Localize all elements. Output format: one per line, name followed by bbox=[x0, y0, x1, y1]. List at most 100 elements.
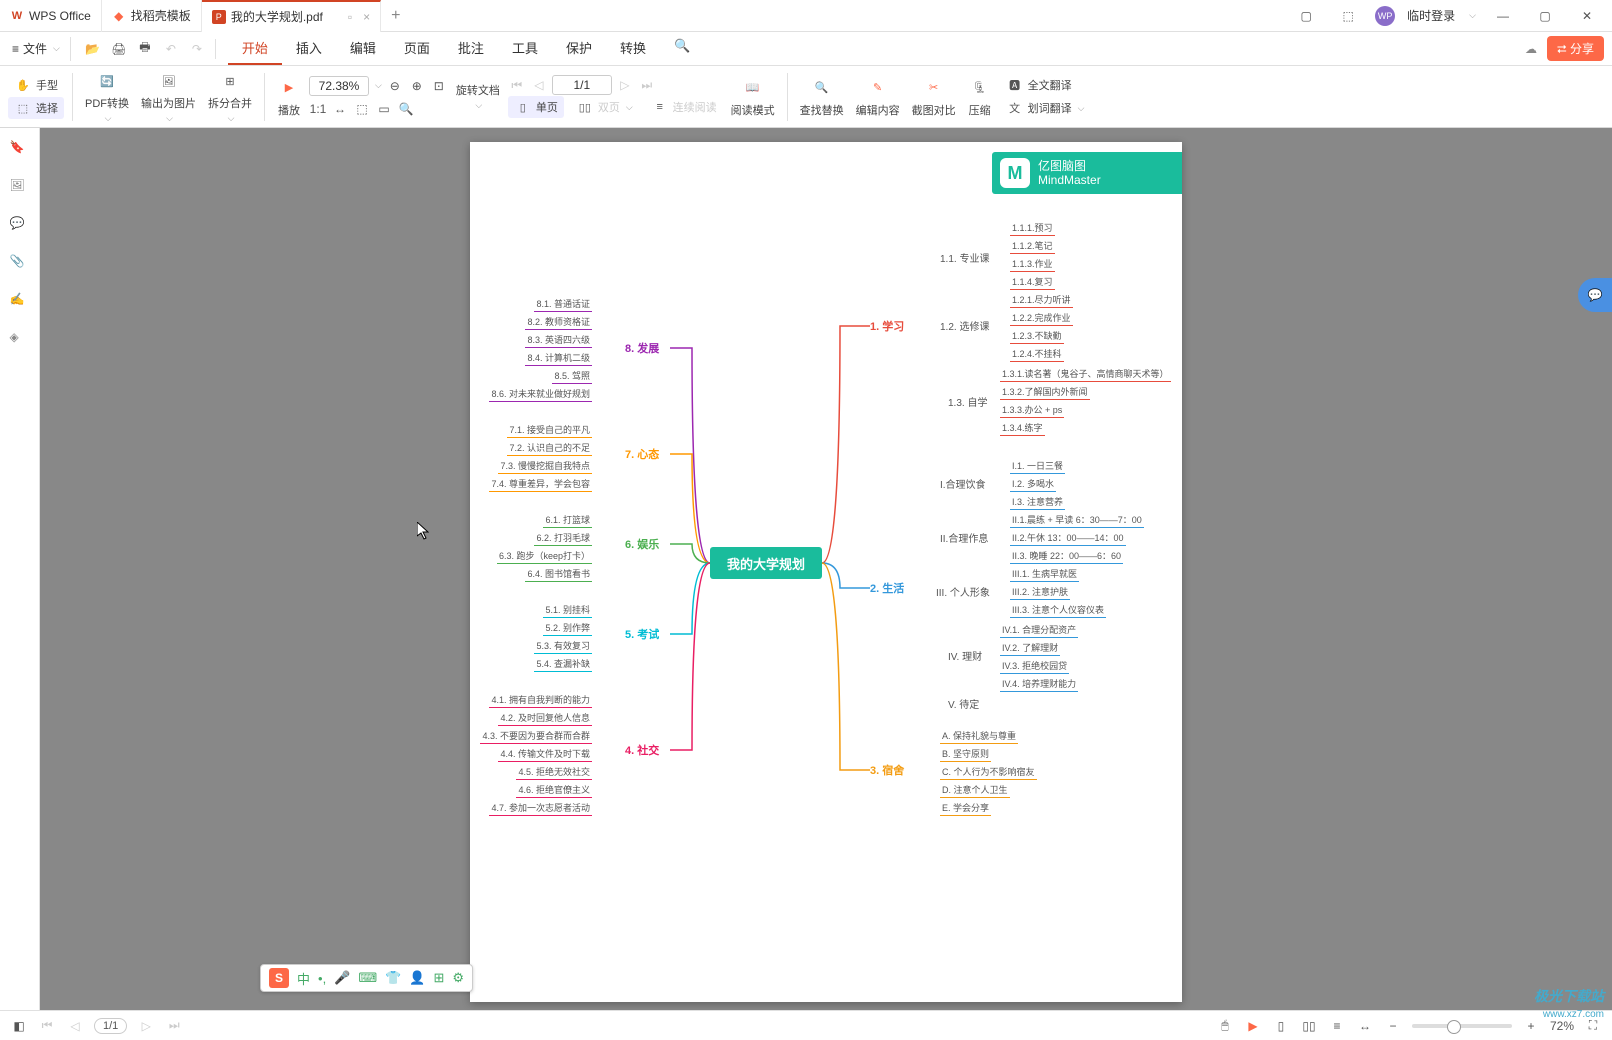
select-tool[interactable]: ⬚选择 bbox=[8, 97, 64, 119]
marquee-icon[interactable]: ▭ bbox=[375, 100, 393, 118]
export-img-button[interactable]: 🖼输出为图片⌵ bbox=[137, 67, 200, 126]
layers-icon[interactable]: ◈ bbox=[10, 330, 30, 350]
ime-toolbar[interactable]: S 中 •, 🎤 ⌨ 👕 👤 ⊞ ⚙ bbox=[260, 964, 473, 992]
menu-tab-annotate[interactable]: 批注 bbox=[444, 32, 498, 65]
single-page-button[interactable]: ▯单页 bbox=[508, 96, 564, 118]
comment-icon[interactable]: 💬 bbox=[10, 216, 30, 236]
cont-label: 连续阅读 bbox=[673, 99, 717, 115]
redo-icon[interactable]: ↷ bbox=[187, 39, 207, 59]
menu-tab-protect[interactable]: 保护 bbox=[552, 32, 606, 65]
word-translate-button[interactable]: 文划词翻译⌵ bbox=[1000, 97, 1091, 119]
compress-button[interactable]: 🗜压缩 bbox=[964, 74, 996, 120]
menu-tab-convert[interactable]: 转换 bbox=[606, 32, 660, 65]
loupe-icon[interactable]: 🔍 bbox=[397, 100, 415, 118]
undo-icon[interactable]: ↶ bbox=[161, 39, 181, 59]
first-page-icon[interactable]: ⏮ bbox=[508, 76, 526, 94]
branch-life: 2. 生活 bbox=[870, 580, 904, 596]
cursor-mode-icon[interactable]: 🖱 bbox=[1216, 1017, 1234, 1035]
zoom-slider[interactable] bbox=[1412, 1024, 1512, 1028]
leaf: 6.2. 打羽毛球 bbox=[534, 530, 592, 546]
continuous-button[interactable]: ≡连续阅读 bbox=[645, 96, 723, 118]
first-icon[interactable]: ⏮ bbox=[38, 1017, 56, 1035]
save-icon[interactable]: 🖨 bbox=[109, 39, 129, 59]
ime-shirt-icon[interactable]: 👕 bbox=[385, 970, 401, 986]
cloud-icon[interactable]: ☁ bbox=[1525, 42, 1537, 56]
avatar[interactable]: WP bbox=[1375, 6, 1395, 26]
full-translate-button[interactable]: 🅰全文翻译 bbox=[1000, 74, 1091, 96]
print-icon[interactable]: 🖶 bbox=[135, 39, 155, 59]
zoom-in-icon[interactable]: ⊕ bbox=[408, 77, 426, 95]
view-single-icon[interactable]: ▯ bbox=[1272, 1017, 1290, 1035]
zoom-out-icon[interactable]: ⊖ bbox=[386, 77, 404, 95]
fit-width-icon[interactable]: ↔ bbox=[331, 100, 349, 118]
open-icon[interactable]: 📂 bbox=[83, 39, 103, 59]
play-button[interactable]: ▶播放 bbox=[273, 74, 305, 120]
tab-wps[interactable]: W WPS Office bbox=[0, 0, 102, 32]
fit-page-icon[interactable]: ⬚ bbox=[353, 100, 371, 118]
last-icon[interactable]: ⏭ bbox=[165, 1017, 183, 1035]
next-icon[interactable]: ▷ bbox=[137, 1017, 155, 1035]
maximize-button[interactable]: ▢ bbox=[1530, 1, 1560, 31]
view-cont-icon[interactable]: ≡ bbox=[1328, 1017, 1346, 1035]
cube-icon[interactable]: ⬚ bbox=[1333, 1, 1363, 31]
signature-icon[interactable]: ✍ bbox=[10, 292, 30, 312]
ime-punct[interactable]: •, bbox=[318, 971, 326, 986]
pdf-convert-button[interactable]: 🔄PDF转换⌵ bbox=[81, 67, 133, 126]
tab-menu-icon[interactable]: ▫ bbox=[348, 10, 352, 24]
tab-document[interactable]: P 我的大学规划.pdf ▫ × bbox=[202, 0, 381, 32]
last-page-icon[interactable]: ⏭ bbox=[638, 76, 656, 94]
ime-lang[interactable]: 中 bbox=[297, 969, 310, 988]
sogou-icon: S bbox=[269, 968, 289, 988]
actual-size-icon[interactable]: 1:1 bbox=[309, 100, 327, 118]
next-page-icon[interactable]: ▷ bbox=[616, 76, 634, 94]
fit-width-icon[interactable]: ↔ bbox=[1356, 1017, 1374, 1035]
menu-tab-tools[interactable]: 工具 bbox=[498, 32, 552, 65]
zoom-out-icon[interactable]: − bbox=[1384, 1017, 1402, 1035]
sidebar-toggle-icon[interactable]: ◧ bbox=[10, 1017, 28, 1035]
close-tab-icon[interactable]: × bbox=[363, 10, 370, 24]
minimize-button[interactable]: — bbox=[1488, 1, 1518, 31]
ime-grid-icon[interactable]: ⊞ bbox=[434, 970, 445, 986]
prev-icon[interactable]: ◁ bbox=[66, 1017, 84, 1035]
menu-tab-page[interactable]: 页面 bbox=[390, 32, 444, 65]
file-menu[interactable]: ≡ 文件 ⌵ bbox=[8, 37, 71, 61]
menu-tab-search[interactable]: 🔍 bbox=[660, 32, 704, 65]
menu-tab-start[interactable]: 开始 bbox=[228, 32, 282, 65]
crop-button[interactable]: ✂截图对比 bbox=[908, 74, 960, 120]
thumbnail-icon[interactable]: 🖼 bbox=[10, 178, 30, 198]
prev-page-icon[interactable]: ◁ bbox=[530, 76, 548, 94]
dual-page-button[interactable]: ▯▯双页⌵ bbox=[570, 96, 639, 118]
tab-templates[interactable]: ◆ 找稻壳模板 bbox=[102, 0, 202, 32]
find-button[interactable]: 🔍查找替换 bbox=[796, 74, 848, 120]
page-indicator[interactable]: 1/1 bbox=[94, 1018, 127, 1034]
menu-tab-insert[interactable]: 插入 bbox=[282, 32, 336, 65]
play-status-icon[interactable]: ▶ bbox=[1244, 1017, 1262, 1035]
view-dual-icon[interactable]: ▯▯ bbox=[1300, 1017, 1318, 1035]
edit-content-button[interactable]: ✎编辑内容 bbox=[852, 74, 904, 120]
read-mode-button[interactable]: 📖阅读模式 bbox=[727, 74, 779, 120]
chevron-down-icon[interactable]: ⌵ bbox=[1469, 10, 1476, 21]
split-merge-button[interactable]: ⊞拆分合并⌵ bbox=[204, 67, 256, 126]
ime-settings-icon[interactable]: ⚙ bbox=[452, 970, 464, 986]
rotate-button[interactable]: 旋转文档⌵ bbox=[452, 80, 504, 113]
close-button[interactable]: ✕ bbox=[1572, 1, 1602, 31]
share-button[interactable]: ⮂ 分享 bbox=[1547, 36, 1604, 61]
zoom-in-icon[interactable]: + bbox=[1522, 1017, 1540, 1035]
bookmark-icon[interactable]: 🔖 bbox=[10, 140, 30, 160]
canvas[interactable]: M 亿图脑图MindMaster 我的大学规划 1. 学习 1.1. 专业课 1… bbox=[40, 128, 1612, 1010]
fit-icon[interactable]: ⊡ bbox=[430, 77, 448, 95]
layout-icon[interactable]: ▢ bbox=[1291, 1, 1321, 31]
float-assistant-button[interactable]: 💬 bbox=[1578, 278, 1612, 312]
temp-login-label[interactable]: 临时登录 bbox=[1407, 7, 1455, 24]
attachment-icon[interactable]: 📎 bbox=[10, 254, 30, 274]
zoom-percent[interactable]: 72% bbox=[1550, 1019, 1574, 1033]
page-display[interactable]: 1/1 bbox=[552, 75, 612, 95]
menu-tab-edit[interactable]: 编辑 bbox=[336, 32, 390, 65]
ime-user-icon[interactable]: 👤 bbox=[409, 970, 425, 986]
ime-keyboard-icon[interactable]: ⌨ bbox=[358, 970, 377, 986]
zoom-value[interactable]: 72.38% bbox=[309, 76, 369, 96]
hand-tool[interactable]: ✋手型 bbox=[8, 74, 64, 96]
chevron-down-icon[interactable]: ⌵ bbox=[375, 80, 382, 91]
ime-voice-icon[interactable]: 🎤 bbox=[334, 970, 350, 986]
add-tab-button[interactable]: + bbox=[381, 7, 410, 25]
